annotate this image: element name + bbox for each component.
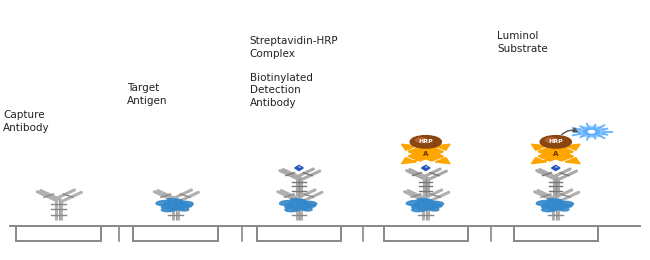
- Circle shape: [545, 138, 557, 142]
- Ellipse shape: [156, 200, 170, 205]
- Text: Biotinylated
Detection
Antibody: Biotinylated Detection Antibody: [250, 73, 313, 108]
- Circle shape: [415, 138, 427, 142]
- Polygon shape: [532, 144, 547, 150]
- Circle shape: [577, 126, 606, 138]
- Ellipse shape: [406, 200, 421, 205]
- Text: Luminol
Substrate: Luminol Substrate: [497, 31, 548, 54]
- Ellipse shape: [304, 201, 317, 205]
- Ellipse shape: [285, 205, 293, 208]
- Ellipse shape: [543, 202, 568, 209]
- Polygon shape: [295, 165, 303, 171]
- Polygon shape: [538, 147, 573, 161]
- Ellipse shape: [280, 200, 294, 205]
- Polygon shape: [408, 147, 443, 161]
- Ellipse shape: [411, 207, 428, 212]
- Polygon shape: [408, 147, 443, 161]
- Ellipse shape: [547, 199, 557, 202]
- Circle shape: [410, 136, 441, 148]
- Ellipse shape: [549, 199, 562, 203]
- Ellipse shape: [173, 204, 183, 208]
- Text: HRP: HRP: [419, 139, 433, 144]
- Ellipse shape: [161, 207, 177, 212]
- Ellipse shape: [428, 207, 439, 211]
- Ellipse shape: [430, 201, 443, 205]
- Ellipse shape: [560, 201, 573, 205]
- Circle shape: [540, 136, 571, 148]
- Ellipse shape: [177, 207, 188, 211]
- Polygon shape: [555, 166, 558, 167]
- Polygon shape: [565, 158, 580, 164]
- Ellipse shape: [423, 204, 433, 208]
- Text: Target
Antigen: Target Antigen: [127, 83, 168, 106]
- Polygon shape: [565, 144, 580, 150]
- Text: Capture
Antibody: Capture Antibody: [3, 110, 50, 133]
- Polygon shape: [402, 144, 417, 150]
- Ellipse shape: [419, 199, 432, 203]
- Polygon shape: [422, 165, 430, 171]
- Ellipse shape: [169, 199, 182, 203]
- Text: Streptavidin-HRP
Complex: Streptavidin-HRP Complex: [249, 36, 337, 59]
- Text: A: A: [423, 151, 428, 157]
- Ellipse shape: [553, 204, 563, 208]
- Ellipse shape: [163, 202, 188, 209]
- Ellipse shape: [167, 199, 177, 202]
- Polygon shape: [435, 144, 450, 150]
- Ellipse shape: [161, 205, 170, 208]
- Circle shape: [583, 128, 600, 135]
- Circle shape: [588, 131, 595, 133]
- Polygon shape: [402, 158, 417, 164]
- Ellipse shape: [541, 207, 558, 212]
- Ellipse shape: [180, 201, 193, 205]
- Ellipse shape: [413, 202, 438, 209]
- Ellipse shape: [564, 204, 572, 207]
- Circle shape: [588, 131, 595, 133]
- Polygon shape: [425, 166, 428, 167]
- Ellipse shape: [411, 205, 420, 208]
- Text: A: A: [553, 151, 558, 157]
- Ellipse shape: [292, 199, 306, 203]
- Ellipse shape: [296, 204, 306, 208]
- Polygon shape: [538, 147, 573, 161]
- Ellipse shape: [184, 204, 192, 207]
- Ellipse shape: [558, 207, 569, 211]
- Text: HRP: HRP: [549, 139, 563, 144]
- Circle shape: [580, 127, 603, 136]
- Ellipse shape: [434, 204, 442, 207]
- Ellipse shape: [291, 199, 300, 202]
- Polygon shape: [298, 166, 300, 167]
- Ellipse shape: [417, 199, 427, 202]
- Ellipse shape: [287, 202, 311, 209]
- Polygon shape: [532, 158, 547, 164]
- Ellipse shape: [536, 200, 551, 205]
- Circle shape: [586, 129, 597, 134]
- Ellipse shape: [307, 204, 315, 207]
- Ellipse shape: [301, 207, 312, 211]
- Polygon shape: [551, 165, 560, 171]
- Polygon shape: [435, 158, 450, 164]
- Ellipse shape: [541, 205, 550, 208]
- Ellipse shape: [285, 207, 301, 212]
